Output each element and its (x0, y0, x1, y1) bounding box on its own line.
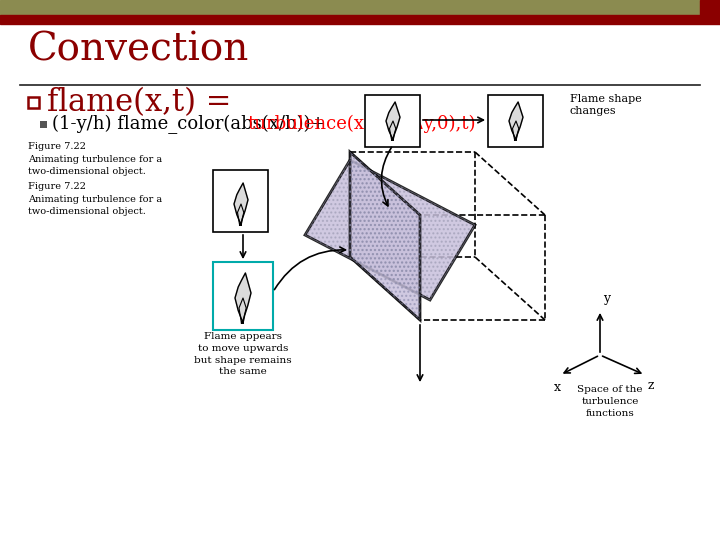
Text: (1-y/h) flame_color(abs(x/b))+: (1-y/h) flame_color(abs(x/b))+ (52, 114, 325, 133)
Bar (28, 97, 39, 108)
Polygon shape (350, 152, 420, 320)
Polygon shape (305, 160, 475, 300)
Bar (213, 262, 273, 330)
Bar (213, 170, 268, 232)
Text: ): ) (410, 115, 416, 133)
Text: z: z (648, 379, 654, 392)
Text: Figure 7.22
Animating turbulence for a
two-dimensional object.: Figure 7.22 Animating turbulence for a t… (28, 142, 162, 176)
Bar (365, 95, 420, 147)
Polygon shape (386, 102, 400, 140)
Text: Convection: Convection (28, 31, 249, 69)
Text: Figure 7.22
Animating turbulence for a
two-dimensional object.: Figure 7.22 Animating turbulence for a t… (28, 182, 162, 216)
Bar (0, 15, 720, 24)
Polygon shape (235, 273, 251, 323)
Polygon shape (509, 102, 523, 140)
Bar (0, 0, 700, 15)
Text: turbulence(x+(0,tΔy,0),t): turbulence(x+(0,tΔy,0),t) (247, 115, 475, 133)
Text: Flame appears
to move upwards
but shape remains
the same: Flame appears to move upwards but shape … (194, 332, 292, 376)
Text: Flame shape
changes: Flame shape changes (570, 94, 642, 116)
Text: Space of the
turbulence
functions: Space of the turbulence functions (577, 385, 643, 417)
Text: x: x (554, 381, 561, 394)
Polygon shape (234, 183, 248, 225)
Bar (700, 0, 720, 15)
Bar (40, 121, 47, 128)
Text: y: y (603, 292, 610, 305)
Text: flame(x,t) =: flame(x,t) = (47, 87, 231, 118)
Bar (488, 95, 543, 147)
